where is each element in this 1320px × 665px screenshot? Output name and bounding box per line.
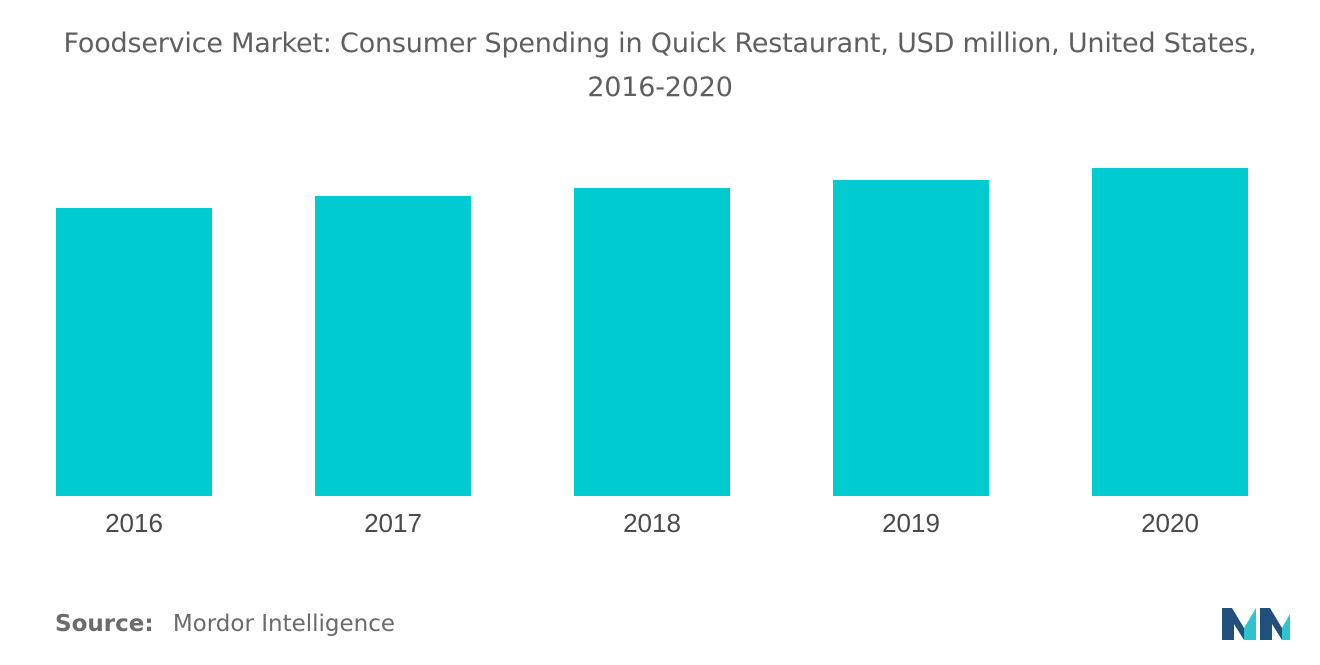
bar-2019 (833, 180, 989, 496)
chart-title-line-2: 2016-2020 (587, 72, 733, 103)
x-tick-label-2019: 2019 (882, 508, 940, 538)
bar-2018 (574, 188, 730, 496)
mordor-intelligence-logo-icon (1222, 608, 1290, 640)
chart-title-line-1: Foodservice Market: Consumer Spending in… (63, 28, 1257, 59)
x-tick-label-2017: 2017 (364, 508, 422, 538)
x-tick-label-2016: 2016 (105, 508, 163, 538)
chart-title: Foodservice Market: Consumer Spending in… (0, 22, 1320, 110)
bar-2017 (315, 196, 471, 496)
source-note: Source: Mordor Intelligence (55, 611, 395, 637)
bar-2020 (1092, 168, 1248, 496)
bar-2016 (56, 208, 212, 496)
x-tick-label-2018: 2018 (623, 508, 681, 538)
source-label: Source: (55, 611, 154, 637)
source-text: Mordor Intelligence (172, 611, 396, 637)
x-tick-label-2020: 2020 (1141, 508, 1199, 538)
